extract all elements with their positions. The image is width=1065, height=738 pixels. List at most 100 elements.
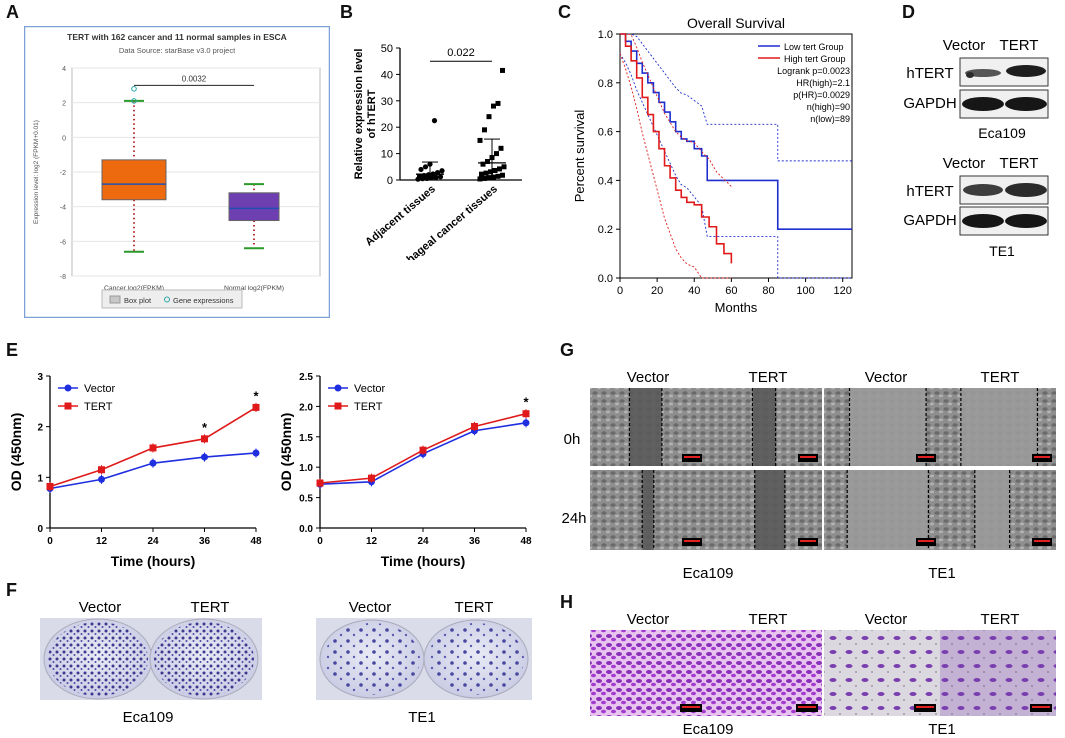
- blot-svg: Vector TERT hTERT GAPDH Eca109 Vector TE…: [903, 37, 1049, 259]
- y-axis-label: Relative expression level: [353, 49, 365, 180]
- data-point: [149, 459, 157, 467]
- colony-left-col-vector: Vector: [79, 599, 122, 616]
- y-tick-label: 0.5: [299, 494, 313, 505]
- colonies-te1-tert: [428, 623, 524, 695]
- wound-gap: [849, 388, 927, 466]
- colony-right-col-tert: TERT: [455, 599, 494, 616]
- band-bottom-gapdh-tert: [1005, 214, 1047, 228]
- colonies-te1-vector: [324, 623, 420, 695]
- x-tick-label: 12: [96, 536, 108, 547]
- data-point: [495, 173, 501, 179]
- wound-col-3: Vector: [865, 369, 908, 386]
- significance-star: *: [202, 420, 208, 435]
- band-bottom-gapdh-vector: [962, 214, 1004, 228]
- x-axis-label: Time (hours): [111, 553, 196, 569]
- panel-e-te1-od: 0.0 0.5 1.0 1.5 2.0 2.5 0 12 24 36 48 Time (hours) O…: [278, 372, 532, 569]
- significance-star: *: [253, 388, 259, 403]
- blot-top-row-htert: hTERT: [906, 65, 953, 82]
- y-axis-label: Expression level: log2 (FPKM+0.01): [33, 120, 40, 224]
- y-tick-label: 0: [37, 524, 43, 535]
- blot-bottom-col-tert: TERT: [1000, 155, 1039, 172]
- data-point: [252, 449, 260, 457]
- panel-label-a: A: [6, 2, 19, 22]
- data-point: [486, 175, 492, 181]
- x-tick-label: 0: [47, 536, 53, 547]
- data-point: [485, 159, 490, 165]
- plot-frame: [619, 33, 853, 279]
- data-point: [422, 164, 429, 170]
- data-point: [483, 170, 489, 176]
- scale-bar-line: [684, 540, 700, 542]
- transwell-col-4: TERT: [981, 611, 1020, 628]
- scale-bar-line: [918, 540, 934, 542]
- ci-upper-0: [620, 33, 852, 162]
- data-point: [471, 422, 478, 430]
- wound-cell-line-te1: TE1: [928, 565, 956, 582]
- legend-label: Vector: [84, 383, 116, 395]
- scale-bar-line: [798, 706, 816, 708]
- scale-bar-line: [1034, 540, 1050, 542]
- y-tick-label: 2.0: [299, 402, 313, 413]
- y-axis-label: OD (450nm): [278, 413, 294, 492]
- wound-gap: [629, 388, 662, 466]
- stat-label: HR(high)=2.1: [796, 78, 850, 88]
- panel-a-boxplot: TERT with 162 cancer and 11 normal sampl…: [24, 26, 330, 318]
- panel-label-d: D: [902, 2, 915, 22]
- y-tick-label: 2.5: [299, 372, 313, 383]
- y-tick-label: 0.0: [598, 273, 613, 285]
- x-axis-label: Time (hours): [381, 553, 466, 569]
- blot-bottom-row-gapdh: GAPDH: [903, 212, 956, 229]
- data-point: [486, 114, 492, 120]
- y-tick-label: 0.0: [299, 524, 313, 535]
- wound-cell-line-eca109: Eca109: [683, 565, 734, 582]
- scale-bar-line: [800, 540, 816, 542]
- y-tick-label: -6: [60, 239, 66, 246]
- wound-gap: [642, 470, 654, 550]
- data-point: [497, 166, 502, 172]
- chart-title: Overall Survival: [687, 15, 785, 31]
- panel-c-survival: Overall Survival 0 20 40 60 80 100 120 0.0 0.2 0.4…: [572, 15, 853, 315]
- transwell-image: [590, 630, 706, 716]
- legend-gene-expressions: Gene expressions: [173, 296, 234, 305]
- scale-bar-line: [1034, 456, 1050, 458]
- y-tick-label: 3: [37, 372, 43, 383]
- colony-left-cell-line: Eca109: [123, 709, 174, 726]
- y-tick-label: -4: [60, 205, 66, 212]
- x-tick-label: 48: [250, 536, 262, 547]
- x-tick-label: Cancer log2(FPKM): [104, 285, 164, 292]
- stat-label: Logrank p=0.0023: [777, 66, 850, 76]
- data-point: [98, 466, 105, 474]
- data-point: [522, 410, 530, 418]
- blot-bottom-cell-line: TE1: [989, 243, 1015, 259]
- data-point: [477, 137, 483, 143]
- legend-marker: [64, 402, 72, 410]
- data-point: [491, 103, 496, 109]
- x-tick-label: 40: [688, 285, 700, 297]
- x-tick-label: 60: [725, 285, 737, 297]
- x-tick-label: 20: [651, 285, 663, 297]
- legend-marker: [334, 402, 342, 410]
- data-point: [479, 171, 484, 177]
- scale-bar-line: [1032, 706, 1050, 708]
- data-point: [368, 474, 375, 482]
- wound-gap: [754, 470, 785, 550]
- x-tick-label: 12: [366, 536, 378, 547]
- band-top-gapdh-tert: [1005, 97, 1047, 111]
- boxplot-subtitle: Data Source: starBase v3.0 project: [119, 46, 236, 55]
- data-point: [482, 127, 487, 133]
- data-point: [498, 145, 504, 151]
- legend-box-plot: Box plot: [124, 296, 152, 305]
- x-tick-label: 48: [520, 536, 532, 547]
- y-tick-label: 20: [381, 122, 393, 134]
- x-tick-label: 0: [617, 285, 623, 297]
- data-point: [480, 161, 486, 167]
- data-point: [46, 482, 54, 490]
- panel-label-h: H: [560, 592, 573, 612]
- legend-label: TERT: [354, 401, 383, 413]
- x-tick-label: 120: [834, 285, 852, 297]
- panel-g-wound: Vector TERT Vector TERT 0h 24h Eca109 TE…: [561, 369, 1056, 582]
- y-tick-label: 40: [381, 69, 393, 81]
- stat-label: n(low)=89: [810, 114, 850, 124]
- y-tick-label: 4: [62, 66, 66, 73]
